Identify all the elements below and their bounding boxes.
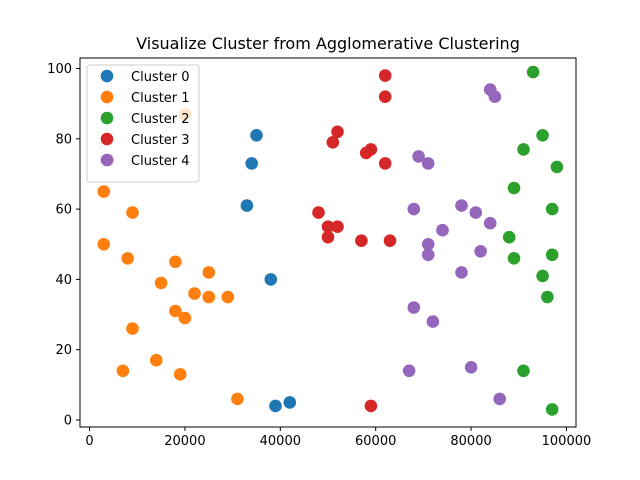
x-tick-label: 20000 [164,434,205,449]
data-point [126,206,139,219]
legend-label: Cluster 1 [131,91,190,106]
data-point [517,143,530,156]
data-point [221,290,235,304]
data-point [269,399,282,413]
data-point [97,238,111,251]
data-point [507,251,521,265]
data-point [469,206,483,219]
data-point [326,136,340,149]
data-point [378,90,392,103]
legend-marker [100,90,114,104]
data-point [407,202,421,216]
data-point [550,160,564,174]
data-point [231,392,244,406]
x-tick-label: 80000 [450,434,491,449]
y-tick-label: 20 [55,343,72,358]
legend-marker [100,153,114,167]
data-point [312,206,325,219]
data-point [407,301,421,314]
data-point [421,238,435,251]
plot-frame [79,57,577,428]
data-point [116,364,130,378]
data-point [331,125,344,139]
data-point [421,248,435,262]
legend-marker [100,111,114,125]
data-point [355,234,368,247]
data-point [421,157,435,170]
data-point [507,181,521,195]
data-point [541,290,554,304]
series-cluster-3 [312,69,397,413]
data-point [545,248,559,262]
series-cluster-4 [402,83,507,406]
legend-label: Cluster 2 [131,112,190,127]
x-tick-label: 100000 [542,434,592,449]
legend-label: Cluster 3 [131,133,190,148]
data-point [188,287,201,300]
data-point [331,220,344,233]
data-point [321,220,335,233]
data-point [359,146,373,160]
data-point [154,276,168,290]
data-point [483,216,497,230]
data-point [464,361,478,374]
legend-box [86,64,200,183]
data-point [402,364,416,378]
data-point [245,157,258,170]
data-point [169,304,182,318]
data-point [150,353,163,367]
data-point [455,266,468,279]
data-point [97,185,111,198]
data-point [169,255,182,269]
data-point [126,322,139,335]
data-point [264,273,278,286]
data-point [321,230,335,244]
data-point [493,392,507,406]
data-point [202,266,216,279]
data-point [436,223,449,237]
axes: 0 20000 40000 60000 80000 100000 0 20 40 60 80 100 [47,57,592,449]
data-point [378,69,392,82]
y-tick-label: 0 [64,413,72,428]
data-point [545,202,559,216]
data-point [240,199,254,212]
data-point [364,399,378,413]
data-point [474,245,487,258]
x-tick-label: 40000 [260,434,301,449]
data-point [378,157,392,170]
chart-title: Visualize Cluster from Agglomerative Clu… [136,34,520,53]
legend-label: Cluster 4 [131,154,190,169]
y-tick-label: 100 [47,62,72,77]
legend-marker [100,69,114,83]
data-point [517,364,530,378]
data-point [178,311,192,325]
legend: Cluster 0 Cluster 1 Cluster 2 Cluster 3 Clus… [86,64,200,183]
data-point [536,269,549,283]
legend-marker [100,132,114,146]
data-point [536,129,549,142]
legend-label: Cluster 0 [131,70,190,85]
data-point [412,150,425,163]
x-tick-label: 0 [85,434,93,449]
data-point [526,65,540,79]
data-point [202,290,216,304]
data-point [121,251,134,265]
data-point [502,230,516,244]
data-point [488,90,502,103]
data-point [173,368,187,381]
data-point [545,403,559,416]
y-tick-label: 80 [55,132,72,147]
data-point [426,315,440,328]
y-tick-label: 60 [55,203,72,218]
data-point [383,234,397,247]
data-point [250,129,263,142]
data-point [455,199,468,212]
data-point [283,396,297,409]
series-cluster-0 [240,129,297,413]
y-tick-label: 40 [55,273,72,288]
series-cluster-2 [502,65,564,416]
x-tick-label: 60000 [355,434,396,449]
